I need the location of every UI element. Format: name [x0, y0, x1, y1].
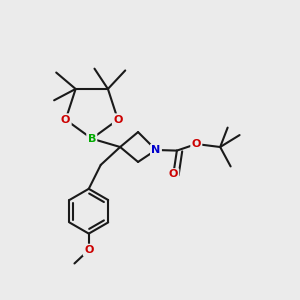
Text: O: O	[61, 115, 70, 125]
Text: O: O	[192, 139, 201, 149]
Text: B: B	[88, 134, 96, 144]
Text: O: O	[113, 115, 123, 125]
Text: O: O	[169, 169, 178, 179]
Text: N: N	[151, 145, 160, 155]
Text: O: O	[84, 245, 94, 255]
